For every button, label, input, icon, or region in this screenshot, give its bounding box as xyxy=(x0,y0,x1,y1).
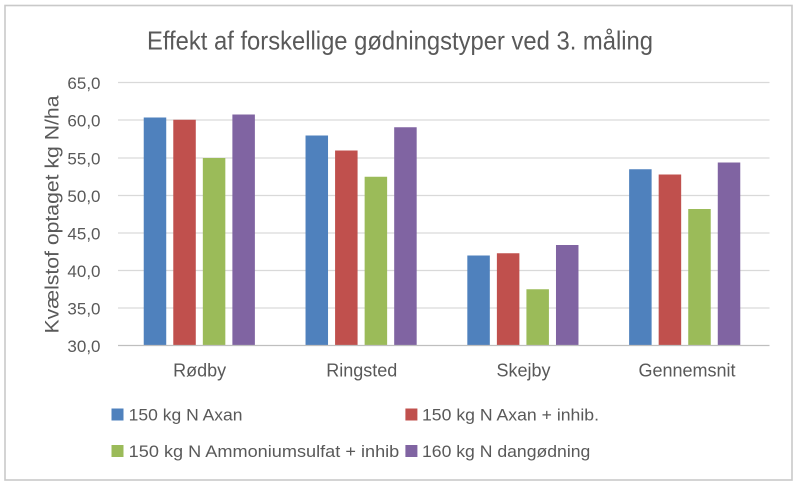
svg-text:35,0: 35,0 xyxy=(67,299,100,318)
svg-text:150 kg N Ammoniumsulfat + inhi: 150 kg N Ammoniumsulfat + inhib xyxy=(129,443,400,461)
svg-text:Skejby: Skejby xyxy=(496,361,550,381)
svg-text:Rødby: Rødby xyxy=(173,361,226,381)
svg-text:160 kg N dangødning: 160 kg N dangødning xyxy=(422,443,590,461)
svg-text:Ringsted: Ringsted xyxy=(326,361,397,381)
svg-text:Gennemsnit: Gennemsnit xyxy=(638,361,735,381)
svg-text:Effekt af forskellige gødnings: Effekt af forskellige gødningstyper ved … xyxy=(147,26,653,56)
svg-text:Kvælstof optaget kg N/ha: Kvælstof optaget kg N/ha xyxy=(43,95,64,333)
svg-text:40,0: 40,0 xyxy=(67,262,100,281)
svg-text:65,0: 65,0 xyxy=(67,74,100,93)
svg-text:60,0: 60,0 xyxy=(67,111,100,130)
svg-text:45,0: 45,0 xyxy=(67,224,100,243)
svg-text:150 kg N Axan: 150 kg N Axan xyxy=(129,406,243,424)
svg-text:150 kg N Axan + inhib.: 150 kg N Axan + inhib. xyxy=(422,406,599,424)
svg-text:50,0: 50,0 xyxy=(67,187,100,206)
svg-text:55,0: 55,0 xyxy=(67,149,100,168)
svg-text:30,0: 30,0 xyxy=(67,337,100,356)
